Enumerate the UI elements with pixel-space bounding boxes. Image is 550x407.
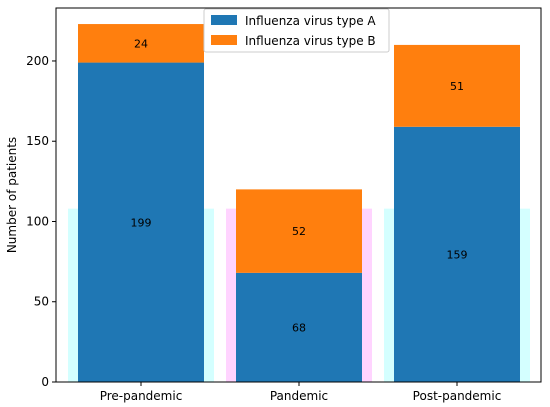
data-label-pre-pandemic-type-b: 24 — [134, 37, 148, 50]
bars — [78, 24, 520, 383]
data-label-pandemic-type-a: 68 — [292, 321, 306, 334]
bar-post-pandemic-type-a — [394, 126, 520, 382]
y-tick-label: 100 — [26, 214, 49, 228]
x-tick-label-pandemic: Pandemic — [270, 389, 328, 403]
bar-pre-pandemic-type-a — [78, 62, 204, 383]
legend-box — [203, 8, 390, 53]
x-tick-label-post-pandemic: Post-pandemic — [413, 389, 502, 403]
data-label-post-pandemic-type-b: 51 — [450, 80, 464, 93]
data-label-pre-pandemic-type-a: 199 — [131, 216, 152, 229]
data-label-pandemic-type-b: 52 — [292, 225, 306, 238]
y-tick-label: 0 — [41, 375, 49, 389]
legend-swatch-type-b — [211, 35, 237, 45]
bar-pandemic-type-a — [236, 272, 362, 382]
bar-post-pandemic-type-b — [394, 44, 520, 127]
y-tick-label: 50 — [34, 295, 49, 309]
legend-label-type-b: Influenza virus type B — [245, 34, 376, 48]
y-tick-label: 200 — [26, 54, 49, 68]
y-axis: 0 50 100 150 200 — [26, 54, 56, 389]
data-label-post-pandemic-type-a: 159 — [447, 248, 468, 261]
legend: Influenza virus type A Influenza virus t… — [203, 8, 390, 53]
legend-label-type-a: Influenza virus type A — [245, 14, 376, 28]
y-tick-label: 150 — [26, 134, 49, 148]
legend-swatch-type-a — [211, 15, 237, 25]
bar-pandemic-type-b — [236, 189, 362, 273]
x-tick-label-pre-pandemic: Pre-pandemic — [100, 389, 183, 403]
data-labels: 199 24 68 52 159 51 — [131, 37, 468, 334]
bar-pre-pandemic-type-b — [78, 24, 204, 63]
x-axis: Pre-pandemic Pandemic Post-pandemic — [100, 382, 502, 403]
y-axis-label: Number of patients — [5, 137, 19, 253]
